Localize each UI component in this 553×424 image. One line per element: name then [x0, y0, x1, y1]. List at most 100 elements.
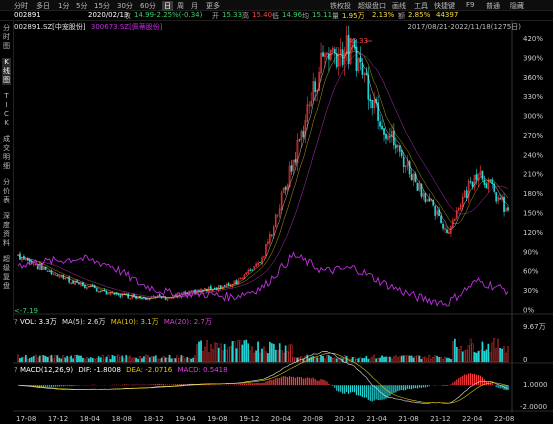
candle-body: [200, 288, 202, 293]
volume-bar: [438, 357, 440, 363]
candle-body: [477, 173, 480, 181]
timeframe-3[interactable]: 5分: [76, 2, 88, 10]
candle-body: [318, 72, 320, 92]
ma10-value: 3.1万: [140, 318, 159, 326]
volume-bar: [54, 355, 57, 363]
volume-bar: [404, 355, 407, 363]
macd-histogram-bar: [125, 384, 127, 386]
candle-body: [245, 272, 248, 275]
x-tick-label: 21-08: [398, 415, 418, 423]
side-tab-4[interactable]: 分价表: [3, 178, 10, 204]
macd-pane-prefix[interactable]: ?: [14, 366, 18, 374]
macd-histogram-bar: [292, 376, 295, 386]
volume-bar: [483, 350, 486, 363]
dea-value: -2.0716: [145, 366, 173, 374]
volume-bar: [332, 358, 334, 363]
timeframe-7[interactable]: 日: [162, 1, 173, 11]
macd-histogram-bar: [37, 385, 39, 388]
volume-bar: [30, 357, 33, 363]
candle-body: [25, 258, 27, 260]
volume-bar: [357, 358, 360, 363]
tool-4[interactable]: 快捷键: [434, 2, 455, 10]
side-tab-5[interactable]: 深度资料: [3, 212, 10, 247]
side-tab-3[interactable]: 成交明细: [3, 135, 10, 170]
volume-bar: [66, 355, 69, 363]
candle-body: [440, 215, 442, 224]
volume-bar: [172, 358, 175, 363]
macd-histogram-bar: [133, 384, 135, 386]
timeframe-8[interactable]: 周: [177, 2, 184, 10]
macd-histogram-bar: [251, 383, 253, 386]
candle-body: [239, 277, 242, 280]
tool-3[interactable]: 工具: [414, 2, 428, 10]
macd-histogram-bar: [464, 374, 466, 386]
candle-body: [255, 263, 257, 267]
legend-main[interactable]: 002891.SZ[中宠股份]: [14, 23, 86, 31]
volume-bar: [213, 342, 216, 363]
macd-histogram-bar: [300, 377, 302, 386]
macd-histogram-bar: [367, 385, 369, 400]
vol-pane-prefix[interactable]: ?: [14, 318, 18, 326]
timeframe-10[interactable]: 更多: [206, 2, 220, 10]
timeframe-1[interactable]: 多日: [36, 2, 50, 10]
side-tab-0[interactable]: 分时图: [3, 24, 10, 50]
candle-body: [72, 281, 74, 284]
volume-bar: [38, 355, 41, 363]
volume-bar: [259, 352, 261, 363]
tool-1[interactable]: 超级盘口: [358, 2, 386, 10]
candle-body: [257, 262, 259, 266]
macd-histogram-bar: [349, 385, 352, 393]
high-label: 高: [242, 12, 249, 20]
macd-histogram-bar: [489, 382, 491, 386]
timeframe-5[interactable]: 30分: [117, 2, 133, 10]
candle-body: [292, 160, 295, 171]
macd-histogram-bar: [379, 385, 381, 401]
f9-button[interactable]: F9: [466, 1, 475, 9]
volume-bar: [383, 356, 385, 363]
topbar-right-1[interactable]: 隐藏: [510, 2, 524, 10]
timeframe-4[interactable]: 15分: [94, 2, 110, 10]
volume-bar: [394, 355, 397, 363]
volume-bar: [507, 346, 509, 363]
volume-bar: [210, 344, 212, 363]
timeframe-2[interactable]: 1分: [58, 2, 70, 10]
candle-body: [62, 274, 65, 279]
topbar-right-0[interactable]: 普通: [486, 2, 500, 10]
volume-bar: [353, 357, 356, 363]
macd-histogram-bar: [348, 385, 350, 394]
volume-bar: [32, 356, 35, 363]
legend-compare[interactable]: 300673.SZ[佩蒂股份]: [90, 23, 163, 31]
tool-2[interactable]: 画线: [392, 2, 406, 10]
volume-bar: [267, 353, 269, 363]
volume-bar: [221, 350, 224, 363]
candle-body: [259, 262, 261, 264]
macd-histogram-bar: [153, 384, 155, 386]
candle-body: [373, 100, 376, 109]
candle-body: [64, 278, 67, 280]
candle-body: [265, 244, 267, 257]
macd-histogram-bar: [460, 376, 462, 386]
high-value: 15.40: [252, 11, 273, 19]
timeframe-0[interactable]: 分时: [14, 2, 28, 10]
x-tick-label: 22-04: [462, 415, 483, 423]
side-tab-6[interactable]: 超级复盘: [3, 255, 10, 290]
candle-body: [391, 130, 393, 138]
timeframe-9[interactable]: 月: [191, 2, 198, 10]
volume-bar: [493, 338, 496, 363]
candle-body: [82, 282, 84, 286]
volume-bar: [288, 344, 291, 363]
macd-histogram-bar: [420, 385, 423, 388]
max-price-label: 45.33: [348, 37, 368, 45]
volume-bar: [373, 354, 376, 363]
tool-0[interactable]: 铁权投: [330, 2, 351, 10]
volume-bar: [467, 345, 470, 363]
volume-bar: [272, 343, 275, 363]
macd-histogram-bar: [314, 379, 316, 386]
volume-bar: [17, 354, 19, 363]
macd-histogram-bar: [491, 383, 493, 386]
timeframe-6[interactable]: 60分: [140, 2, 156, 10]
candle-body: [219, 285, 222, 289]
